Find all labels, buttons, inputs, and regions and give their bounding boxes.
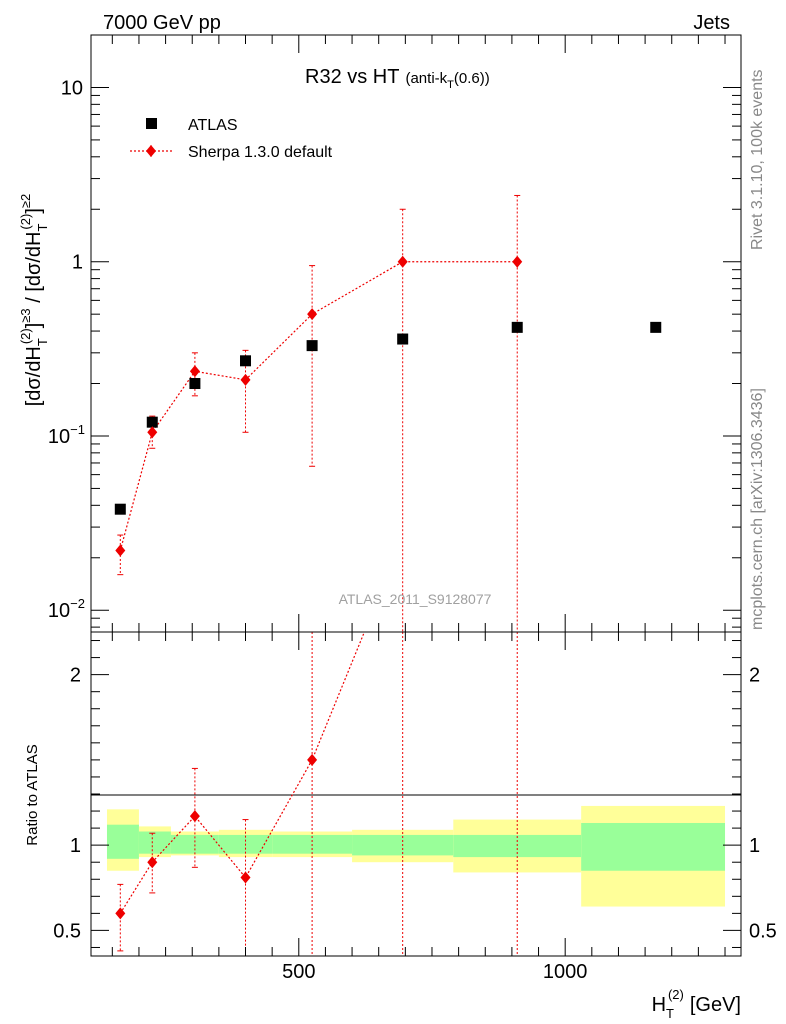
ratio-point: [147, 856, 158, 869]
legend: ATLAS Sherpa 1.3.0 default: [130, 117, 333, 161]
main-series: [114, 194, 662, 632]
chart-title: R32 vs HT (anti-kT(0.6)): [305, 66, 490, 91]
legend-atlas-label: ATLAS: [188, 117, 238, 134]
sherpa-point: [240, 373, 251, 386]
ratio-y-tick-label-left: 0.5: [53, 920, 81, 942]
main-panel: 10 1 10−1 10−2 R32 vs HT (anti-kT(0.6)) ATLA…: [18, 34, 742, 633]
main-ticklabels: 10 1 10−1 10−2: [48, 77, 85, 622]
ratio-frame: [90, 631, 742, 957]
sherpa-point: [115, 544, 126, 557]
sherpa-point: [307, 308, 318, 321]
x-tick-label: 500: [282, 961, 315, 983]
x-ticklabels: 500 1000: [282, 961, 587, 983]
atlas-point: [146, 416, 158, 428]
ratio-y-tick-label-right: 1: [749, 835, 760, 857]
sherpa-line: [119, 261, 518, 551]
atlas-point: [650, 321, 662, 333]
sherpa-point: [397, 255, 408, 268]
atlas-point: [306, 340, 318, 352]
ratio-y-axis-label: Ratio to ATLAS: [24, 744, 41, 845]
legend-sherpa-marker: [146, 145, 156, 157]
sherpa-point: [189, 365, 200, 378]
ratio-band-green: [106, 824, 139, 859]
ratio-ticklabels: 0.5 0.5 1 1 2 2: [53, 665, 777, 943]
main-ticks: [91, 34, 741, 632]
ratio-y-tick-label-right: 2: [749, 665, 760, 687]
x-tick-label: 1000: [543, 961, 588, 983]
atlas-point: [114, 503, 126, 515]
x-axis-label: HT(2) [GeV]: [652, 987, 741, 1021]
y-axis-label: [dσ/dHT(2)]≥3 / [dσ/dHT(2)]≥2: [18, 194, 50, 407]
ratio-point: [307, 753, 318, 766]
ratio-y-tick-label-left: 2: [70, 665, 81, 687]
sherpa-point: [512, 255, 523, 268]
ratio-point: [115, 907, 126, 920]
header-left-label: 7000 GeV pp: [103, 12, 221, 34]
atlas-point: [240, 355, 252, 367]
ratio-bands: [106, 805, 726, 907]
ratio-band-green: [581, 822, 726, 871]
ratio-band-green: [170, 834, 219, 854]
ratio-y-tick-label-left: 1: [70, 835, 81, 857]
atlas-point: [189, 378, 201, 390]
legend-atlas-marker: [146, 118, 157, 129]
y-tick-label: 10−2: [48, 596, 85, 622]
y-tick-label: 10: [61, 77, 83, 99]
ratio-point: [189, 810, 200, 823]
ratio-band-green: [138, 831, 171, 854]
ratio-ticks: [91, 632, 741, 956]
ratio-y-tick-label-right: 0.5: [749, 920, 777, 942]
ratio-band-green: [453, 834, 582, 858]
atlas-point: [511, 321, 523, 333]
side-label-rivet: Rivet 3.1.10, 100k events: [749, 69, 766, 250]
y-tick-label: 1: [72, 252, 83, 274]
sherpa-point: [147, 426, 158, 439]
y-tick-label: 10−1: [48, 422, 85, 448]
side-label-mcplots: mcplots.cern.ch [arXiv:1306.3436]: [749, 388, 766, 630]
ratio-panel: 0.5 0.5 1 1 2 2 Ratio to ATLAS: [24, 631, 777, 957]
analysis-watermark: ATLAS_2011_S9128077: [339, 591, 492, 607]
ratio-series: [115, 632, 518, 956]
atlas-point: [397, 333, 409, 345]
ratio-point: [240, 871, 251, 884]
header-right-label: Jets: [693, 12, 730, 34]
ratio-series-clipped: [115, 632, 518, 956]
legend-sherpa-label: Sherpa 1.3.0 default: [188, 144, 333, 161]
